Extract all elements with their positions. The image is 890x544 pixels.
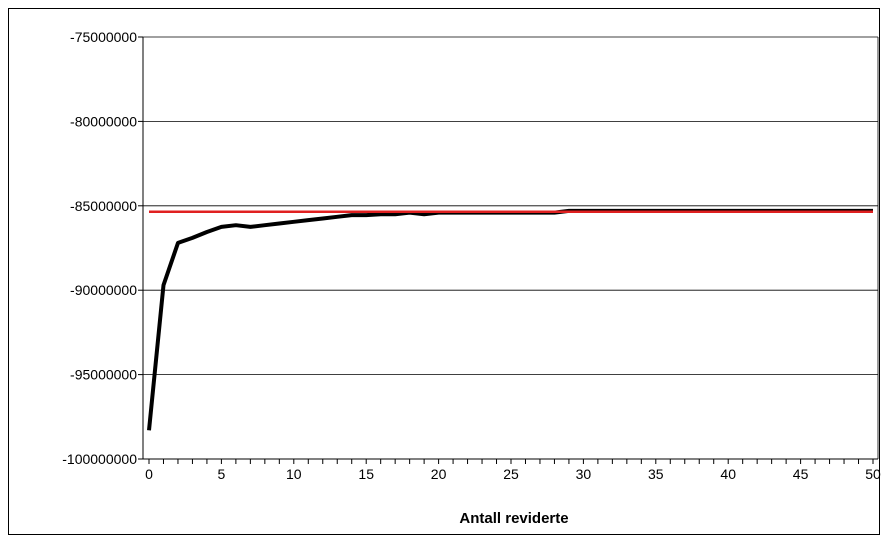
x-tick-label-3: 15 bbox=[358, 466, 374, 482]
x-tick-label-8: 40 bbox=[720, 466, 736, 482]
x-tick-label-1: 5 bbox=[218, 466, 226, 482]
y-tick-label-2: -85000000 bbox=[70, 198, 137, 214]
y-tick-label-1: -80000000 bbox=[70, 113, 137, 129]
series-lines bbox=[147, 208, 873, 431]
x-tick-label-2: 10 bbox=[286, 466, 302, 482]
x-tick-label-5: 25 bbox=[503, 466, 519, 482]
plot-area bbox=[143, 37, 878, 459]
y-tick-label-3: -90000000 bbox=[70, 282, 137, 298]
x-tick-label-10: 50 bbox=[865, 466, 881, 482]
x-tick-label-7: 35 bbox=[648, 466, 664, 482]
axes bbox=[138, 36, 879, 464]
x-tick-label-6: 30 bbox=[576, 466, 592, 482]
y-tick-labels: -75000000 -80000000 -85000000 -90000000 -950… bbox=[62, 29, 137, 467]
x-tick-label-0: 0 bbox=[145, 466, 153, 482]
y-tick-label-4: -95000000 bbox=[70, 367, 137, 383]
y-tick-label-5: -100000000 bbox=[62, 451, 137, 467]
y-tick-label-0: -75000000 bbox=[70, 29, 137, 45]
x-tick-labels: 0 5 10 15 20 25 30 35 40 45 50 bbox=[145, 466, 881, 482]
x-tick-label-4: 20 bbox=[431, 466, 447, 482]
x-axis-label: Antall reviderte bbox=[459, 510, 568, 527]
x-tick-label-9: 45 bbox=[793, 466, 809, 482]
